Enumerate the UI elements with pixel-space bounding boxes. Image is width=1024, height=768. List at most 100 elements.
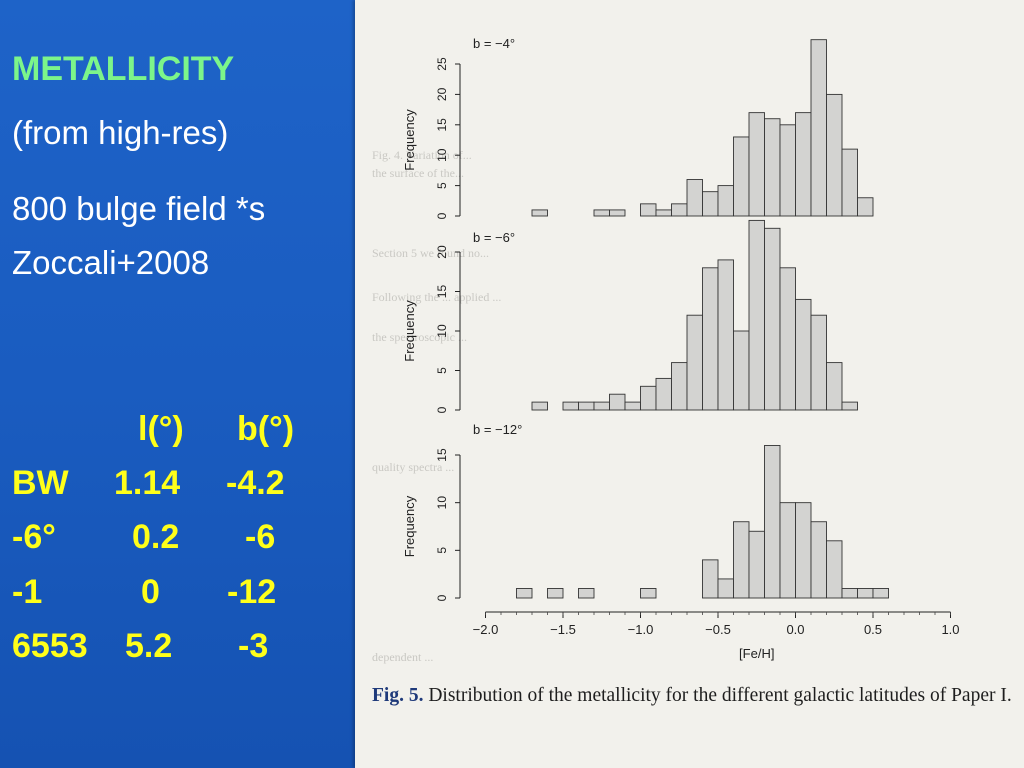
histogram-bar bbox=[795, 502, 812, 599]
y-tick-label: 25 bbox=[435, 57, 449, 71]
histogram-bar bbox=[671, 362, 688, 411]
histogram-bar bbox=[531, 401, 548, 411]
table-row-l: 0 bbox=[141, 573, 160, 611]
histogram-bar bbox=[562, 401, 579, 411]
histogram-bar bbox=[733, 521, 750, 599]
histogram-panel: 0 5 10 15 Frequency b = −12° bbox=[402, 422, 889, 601]
table-row-b: -3 bbox=[238, 627, 269, 665]
y-tick-label: 5 bbox=[435, 547, 449, 554]
histogram-bar bbox=[717, 185, 734, 217]
y-tick-label: 10 bbox=[435, 148, 449, 162]
histogram-bar bbox=[531, 209, 548, 217]
x-axis-label: [Fe/H] bbox=[739, 646, 774, 661]
histogram-bar bbox=[578, 588, 595, 599]
histogram-bar bbox=[655, 209, 672, 217]
y-tick-label: 5 bbox=[435, 182, 449, 189]
histogram-bar bbox=[779, 267, 796, 411]
table-header-b: b(°) bbox=[237, 410, 295, 448]
table-header-l: l(°) bbox=[138, 410, 184, 448]
ghost-text: Fig. 4. Variation of... bbox=[372, 148, 472, 162]
slide-subtitle: (from high-res) bbox=[12, 114, 229, 151]
panel-label: b = −6° bbox=[473, 230, 515, 245]
y-tick-label: 15 bbox=[435, 448, 449, 462]
histogram-bar bbox=[593, 209, 610, 217]
y-tick-label: 10 bbox=[435, 496, 449, 510]
table-row-b: -4.2 bbox=[226, 464, 285, 502]
ghost-text: the surface of the... bbox=[372, 166, 464, 180]
histogram-bar bbox=[795, 112, 812, 217]
histogram-bar bbox=[795, 298, 812, 411]
table-row-l: 1.14 bbox=[114, 464, 181, 502]
y-axis-label: Frequency bbox=[402, 109, 417, 171]
y-tick-label: 15 bbox=[435, 285, 449, 299]
table-row-b: -12 bbox=[227, 573, 277, 611]
histogram-bar bbox=[655, 377, 672, 411]
ghost-text: the spectroscopic ... bbox=[372, 330, 467, 344]
y-tick-label: 5 bbox=[435, 367, 449, 374]
histogram-bar bbox=[810, 39, 827, 217]
y-tick-label: 10 bbox=[435, 324, 449, 338]
caption-label: Fig. 5. bbox=[372, 685, 424, 706]
y-tick-label: 0 bbox=[435, 406, 449, 413]
y-tick-label: 15 bbox=[435, 118, 449, 132]
histogram-bar bbox=[702, 559, 719, 599]
histogram-bar bbox=[841, 148, 858, 217]
histogram-bar bbox=[593, 401, 610, 411]
reference-citation: Zoccali+2008 bbox=[12, 244, 210, 281]
table-row-l: 5.2 bbox=[125, 627, 173, 665]
y-tick-label: 0 bbox=[435, 212, 449, 219]
x-tick-label: 0.0 bbox=[786, 622, 804, 637]
table-row-l: 0.2 bbox=[132, 518, 180, 556]
table-row-b: -6 bbox=[245, 518, 276, 556]
x-tick-label: −1.5 bbox=[550, 622, 576, 637]
x-tick-label: −0.5 bbox=[705, 622, 731, 637]
histogram-bar bbox=[748, 219, 765, 411]
histogram-bar bbox=[686, 179, 703, 217]
ghost-text: dependent ... bbox=[372, 650, 434, 664]
histogram-bar bbox=[547, 588, 564, 599]
histogram-bar bbox=[578, 401, 595, 411]
x-tick-label: −2.0 bbox=[473, 622, 499, 637]
histogram-bar bbox=[764, 118, 781, 217]
histogram-bar bbox=[609, 393, 626, 411]
histogram-bar bbox=[640, 588, 657, 599]
histogram-bar bbox=[748, 530, 765, 599]
histogram-bar bbox=[717, 259, 734, 411]
y-tick-label: 0 bbox=[435, 594, 449, 601]
histogram-bar bbox=[826, 540, 843, 599]
histogram-bar bbox=[810, 521, 827, 599]
histogram-bar bbox=[733, 330, 750, 411]
x-tick-label: 0.5 bbox=[864, 622, 882, 637]
x-tick-label: −1.0 bbox=[628, 622, 654, 637]
histogram-bar bbox=[872, 588, 889, 599]
histogram-bar bbox=[810, 314, 827, 411]
histogram-bar bbox=[826, 93, 843, 217]
table-row-name: BW bbox=[12, 464, 69, 502]
table-row-name: -1 bbox=[12, 573, 43, 611]
x-tick-label: 1.0 bbox=[941, 622, 959, 637]
histogram-bar bbox=[686, 314, 703, 411]
histogram-bar bbox=[609, 209, 626, 217]
histogram-bar bbox=[516, 588, 533, 599]
y-tick-label: 20 bbox=[435, 245, 449, 259]
ghost-text: Following the ... applied ... bbox=[372, 290, 502, 304]
panel-label: b = −4° bbox=[473, 36, 515, 51]
histogram-panel: 0 5 10 15 20 25 Frequency b = −4° bbox=[402, 36, 874, 219]
figure-caption: Fig. 5. Distribution of the metallicity … bbox=[372, 684, 1012, 708]
slide-title: METALLICITY bbox=[12, 50, 235, 88]
histogram-bar bbox=[717, 578, 734, 599]
histogram-bar bbox=[841, 401, 858, 411]
ghost-text: quality spectra ... bbox=[372, 460, 455, 474]
sample-description: 800 bulge field *s bbox=[12, 190, 266, 227]
histogram-bar bbox=[733, 136, 750, 217]
panel-label: b = −12° bbox=[473, 422, 522, 437]
histogram-bar bbox=[764, 227, 781, 411]
table-row-name: -6° bbox=[12, 518, 56, 556]
histogram-bar bbox=[826, 362, 843, 411]
caption-text: Distribution of the metallicity for the … bbox=[423, 685, 1012, 706]
histogram-bar bbox=[640, 385, 657, 411]
histogram-bar bbox=[748, 112, 765, 217]
histogram-bar bbox=[841, 588, 858, 599]
histogram-bar bbox=[624, 401, 641, 411]
histogram-bar bbox=[779, 502, 796, 599]
